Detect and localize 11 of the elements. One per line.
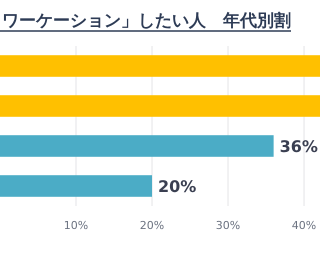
x-tick-label: 30% (216, 219, 240, 232)
bar (0, 95, 320, 117)
x-tick-label: 40% (292, 219, 316, 232)
bar (0, 55, 320, 77)
x-tick-label: 10% (64, 219, 88, 232)
chart-title: ワーケーション」したい人 年代別割 (2, 11, 291, 31)
data-label: 36% (280, 137, 318, 156)
data-label: 20% (158, 177, 196, 196)
bar (0, 135, 274, 157)
x-tick-label: 20% (140, 219, 164, 232)
bar (0, 175, 152, 197)
